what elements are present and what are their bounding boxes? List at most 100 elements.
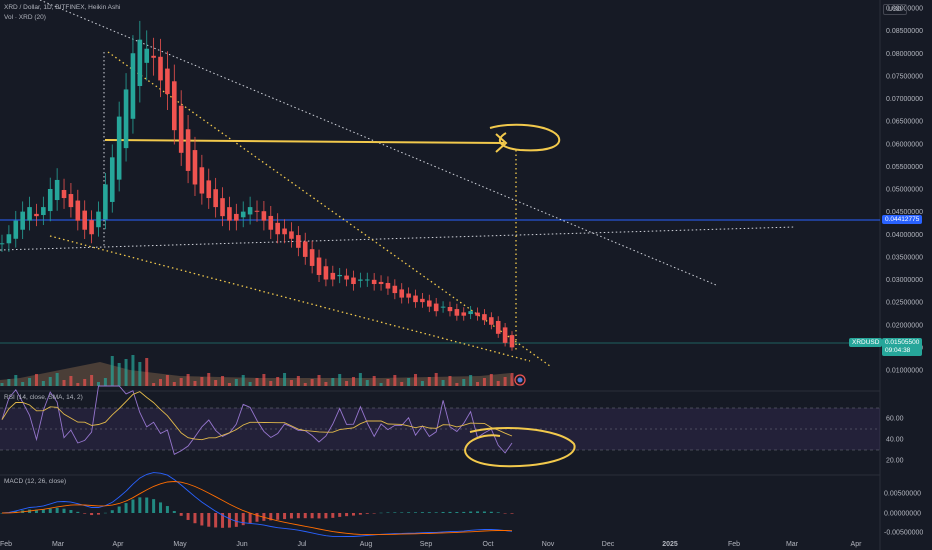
volume-bar [83, 379, 87, 386]
macd-hist-bar [503, 513, 507, 514]
macd-hist-bar [448, 511, 452, 513]
volume-bar [400, 382, 404, 386]
volume-bar [76, 383, 80, 386]
candle-body [461, 312, 467, 316]
candle-body [406, 293, 411, 298]
volume-bar [117, 363, 121, 386]
volume-area [0, 362, 515, 386]
macd-line[interactable] [1, 472, 513, 537]
volume-bar [448, 376, 452, 386]
volume-bar [331, 378, 335, 386]
macd-hist-bar [296, 513, 300, 519]
candle-body [392, 285, 398, 294]
volume-bar [379, 383, 383, 386]
time-axis[interactable]: Feb Mar Apr May Jun Jul Aug Sep Oct Nov Dec 2025 Feb… [0, 541, 862, 548]
volume-bar [462, 379, 466, 386]
time-tick-label: May [173, 541, 187, 548]
candle-body [254, 210, 260, 212]
macd-hist-bar [276, 513, 280, 520]
volume-bar [138, 362, 142, 386]
macd-hist-bar [345, 513, 349, 517]
candle-body [20, 211, 25, 230]
volume-bar [455, 383, 459, 386]
volume-bar [317, 375, 321, 386]
volume-bar [365, 380, 369, 386]
candle-body [234, 213, 239, 221]
candle-body [489, 317, 494, 325]
volume-bar [503, 377, 507, 386]
rsi-line[interactable] [1, 385, 513, 455]
candle-body [61, 189, 67, 199]
price-tick-label: 0.03000000 [886, 277, 923, 284]
candle-body [344, 275, 349, 280]
volume-bar [172, 382, 176, 386]
candle-body [123, 89, 129, 149]
macd-hist-bar [441, 511, 445, 513]
macd-hist-bar [145, 497, 149, 513]
volume-bar [165, 375, 169, 386]
volume-bar [221, 376, 225, 386]
volume-bar [414, 374, 418, 386]
target-arrow-head [495, 133, 508, 153]
candle-body [289, 231, 294, 239]
macd-hist-bar [200, 513, 204, 526]
wedge-upper-trendline[interactable] [107, 51, 551, 367]
macd-hist-bar [110, 510, 114, 513]
candle-body [240, 211, 246, 218]
rsi-title: RSI (14, close, SMA, 14, 2) [4, 394, 83, 401]
macd-hist-bar [41, 509, 45, 513]
rsi-tick-label: 40.00 [886, 437, 904, 444]
price-tick-label: 0.02500000 [886, 300, 923, 307]
candle-body [89, 220, 94, 235]
ascending-support-trendline[interactable] [0, 226, 796, 251]
macd-hist-bar [48, 508, 52, 513]
volume-bar [269, 381, 273, 386]
macd-hist-bar [510, 513, 514, 514]
candle-body [495, 320, 501, 334]
macd-hist-bar [221, 513, 225, 528]
candle-body [351, 277, 356, 285]
price-axis[interactable]: 0.09000000 0.08500000 0.08000000 0.07500000… [886, 6, 923, 375]
macd-hist-bar [0, 513, 4, 514]
candle-body [227, 207, 232, 221]
candle-body [13, 220, 19, 239]
candle-body [213, 189, 218, 208]
candle-body [330, 272, 336, 280]
macd-signal-line[interactable] [1, 481, 513, 536]
macd-hist-bar [172, 511, 176, 513]
volume-bar [21, 382, 25, 386]
candle-body [502, 327, 508, 343]
macd-hist-bar [303, 513, 307, 519]
macd-hist-bar [117, 506, 121, 513]
candle-body [447, 307, 453, 312]
volume-bar [227, 383, 231, 386]
candle-body [75, 200, 81, 221]
macd-hist-bar [331, 513, 335, 518]
candle-body [296, 235, 301, 248]
candle-body [116, 116, 122, 180]
currency-selector[interactable]: USD [883, 4, 907, 15]
macd-hist-bar [407, 512, 411, 513]
macd-hist-bar [386, 512, 390, 513]
price-tick-label: 0.04500000 [886, 209, 923, 216]
target-arrow-line[interactable] [104, 139, 505, 144]
candle-body [509, 335, 515, 348]
time-tick-label: Oct [483, 541, 494, 548]
heikin-ashi-candles[interactable] [0, 20, 515, 351]
volume-bar [48, 377, 52, 386]
candle-body [275, 222, 280, 235]
volume-bar [303, 383, 307, 386]
volume-bar [145, 358, 149, 386]
volume-bar [41, 381, 45, 386]
price-tick-label: 0.03500000 [886, 254, 923, 261]
candle-body [192, 150, 198, 185]
macd-hist-bar [90, 513, 94, 516]
price-tick-label: 0.08500000 [886, 28, 923, 35]
candle-body [54, 179, 60, 201]
candle-body [440, 306, 446, 308]
price-tick-label: 0.09000000 [886, 6, 923, 13]
rsi-ma-line[interactable] [1, 391, 513, 441]
candle-body [385, 282, 391, 289]
wedge-lower-trendline[interactable] [49, 235, 531, 362]
